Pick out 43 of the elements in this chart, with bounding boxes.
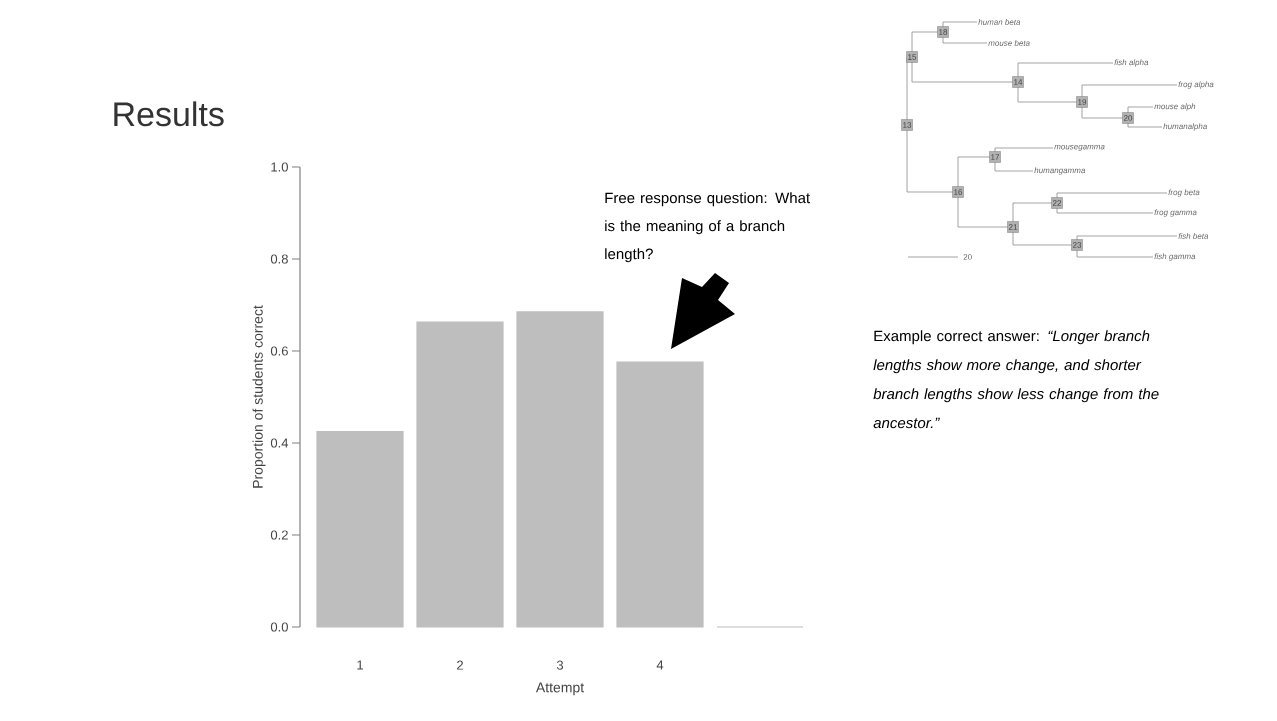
y-tick-label: 0.8 xyxy=(270,254,288,264)
y-tick-label: 0.2 xyxy=(270,530,288,540)
x-tick-label: 4 xyxy=(656,660,664,670)
text: humanalpha xyxy=(1163,123,1207,131)
text: 13 xyxy=(903,122,912,128)
x-tick-label: 1 xyxy=(357,660,363,670)
text: mouse beta xyxy=(988,40,1030,46)
y-tick-label: 0.6 xyxy=(270,346,288,356)
text: humangamma xyxy=(1034,167,1086,175)
y-tick-label: 0.4 xyxy=(270,438,289,448)
text: 23 xyxy=(1072,242,1082,248)
text: 19 xyxy=(1078,99,1087,105)
y-tick-label: 1.0 xyxy=(271,162,288,172)
annotation: Free response question: What is the meaning of a branch length? xyxy=(605,192,810,263)
bar xyxy=(416,321,504,628)
x-tick-label: 2 xyxy=(457,660,463,670)
text: 16 xyxy=(954,189,963,195)
text: mouse alph xyxy=(1154,103,1196,111)
y-axis-title: Proportion of students correct xyxy=(252,305,266,488)
text: 21 xyxy=(1008,224,1018,230)
text: fish gamma xyxy=(1154,253,1196,261)
text: mousegamma xyxy=(1054,145,1105,151)
text: Example correct answer: “Longer branch lengths show more change, and shorter branch lengths show less change from the ancestor.” xyxy=(873,330,1159,429)
bar xyxy=(616,361,704,628)
chart-title: Results xyxy=(114,101,224,127)
text: human beta xyxy=(978,19,1021,25)
text: 18 xyxy=(939,29,948,35)
text: fish beta xyxy=(1178,233,1209,239)
bar xyxy=(316,430,404,628)
text: fish alpha xyxy=(1114,59,1149,67)
text: frog alpha xyxy=(1178,81,1214,89)
text: 20 xyxy=(1123,115,1133,121)
y-tick-label: 0.0 xyxy=(270,622,288,632)
text: 17 xyxy=(991,154,1000,160)
text: 22 xyxy=(1052,200,1062,206)
text: 15 xyxy=(908,54,917,60)
text: 20 xyxy=(963,254,972,260)
text: frog beta xyxy=(1168,189,1200,197)
text: frog gamma xyxy=(1154,209,1197,217)
x-tick-label: 3 xyxy=(556,660,564,670)
x-axis-title: Attempt xyxy=(535,682,585,696)
bar xyxy=(516,311,604,628)
text: 14 xyxy=(1014,79,1023,85)
